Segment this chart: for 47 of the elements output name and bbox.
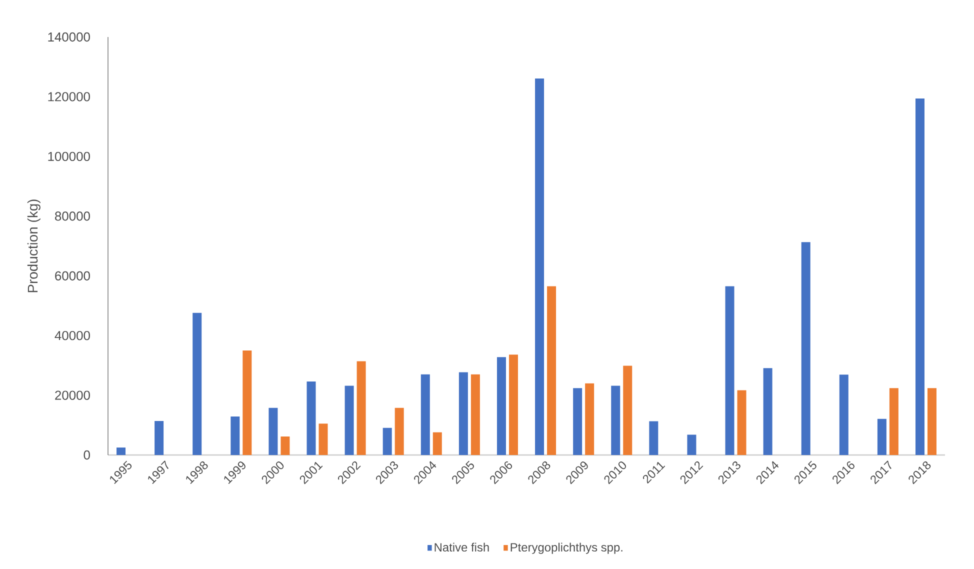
bar (242, 350, 252, 455)
y-tick-label: 0 (84, 450, 90, 460)
bar (649, 421, 658, 455)
bar (535, 78, 544, 455)
bar (585, 383, 594, 455)
bar (318, 424, 328, 455)
bar (508, 354, 518, 455)
y-tick-label: 60000 (55, 271, 90, 280)
bar (280, 436, 290, 455)
bar (801, 242, 810, 455)
legend-label: Pterygoplichthys spp. (510, 542, 622, 554)
bar (432, 432, 442, 455)
bar (420, 374, 430, 455)
bar (154, 420, 164, 455)
bar (268, 408, 278, 455)
bar (470, 374, 480, 455)
bar (877, 418, 886, 455)
y-tick-label: 80000 (55, 212, 90, 221)
bar (687, 434, 696, 455)
bar (306, 382, 316, 455)
bar (737, 390, 746, 455)
bar (394, 408, 404, 455)
bar (889, 388, 898, 455)
y-tick-label: 20000 (55, 390, 90, 400)
bar (496, 357, 506, 455)
bar (915, 98, 924, 455)
bar (116, 448, 126, 455)
bar (356, 361, 366, 455)
bar (192, 312, 202, 455)
bar (344, 386, 354, 455)
y-tick-label: 40000 (54, 330, 90, 340)
bar (611, 386, 620, 455)
bar (725, 286, 734, 455)
y-axis-title: Production (kg) (27, 200, 40, 292)
y-tick-label: 120000 (48, 92, 90, 102)
bar (382, 428, 392, 455)
bar (763, 368, 772, 455)
legend-label: Native fish (434, 542, 489, 552)
bar (623, 366, 632, 455)
bar (547, 286, 556, 455)
bar (230, 416, 240, 455)
bar (839, 374, 848, 455)
y-tick-label: 100000 (48, 152, 90, 162)
bar (458, 372, 468, 455)
bar (927, 388, 936, 455)
bar (573, 388, 582, 455)
y-tick-label: 140000 (48, 32, 90, 42)
